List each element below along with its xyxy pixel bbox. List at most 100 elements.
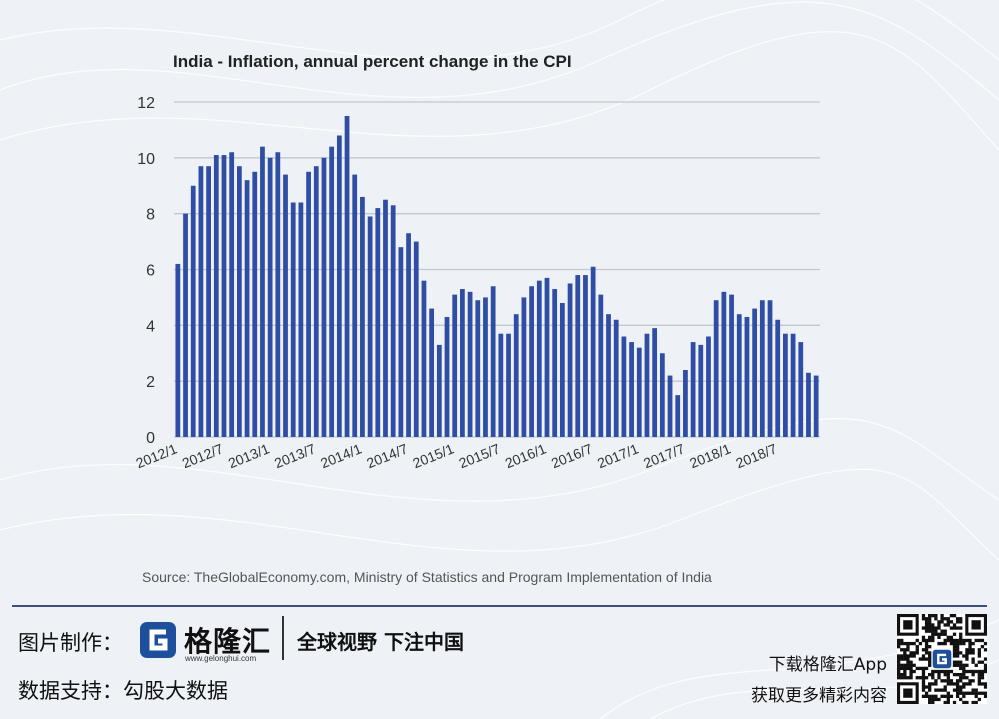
qr-code-icon[interactable] — [897, 614, 987, 704]
bar — [221, 155, 227, 438]
data-support: 数据支持：勾股大数据 — [18, 675, 228, 705]
bar — [360, 196, 365, 437]
gelonghui-logo: 格隆汇 www.gelonghui.com — [138, 618, 276, 664]
x-tick-label: 2015/1 — [410, 440, 456, 471]
bar — [698, 344, 704, 438]
bar — [767, 300, 773, 437]
x-tick-label: 2017/1 — [595, 440, 641, 471]
bar — [506, 333, 511, 437]
logo-g-icon — [140, 622, 176, 658]
bar — [606, 314, 611, 437]
bar — [713, 300, 719, 437]
x-tick-label: 2012/1 — [134, 440, 180, 471]
bar — [283, 174, 288, 437]
footer-divider — [12, 605, 987, 607]
bar — [329, 146, 335, 438]
y-tick-label: 4 — [146, 318, 155, 335]
bar — [421, 280, 427, 437]
bar — [652, 328, 658, 438]
bar — [429, 308, 435, 437]
bar — [583, 275, 588, 437]
bar — [344, 115, 350, 438]
bar — [367, 216, 373, 437]
bar — [444, 316, 450, 437]
bar — [483, 297, 488, 437]
x-tick-label: 2013/1 — [226, 440, 272, 471]
bar — [621, 336, 627, 437]
bar — [190, 185, 196, 437]
bar — [175, 263, 181, 437]
bar — [798, 342, 804, 437]
y-tick-label: 12 — [137, 95, 155, 112]
x-tick-label: 2018/7 — [733, 440, 779, 471]
bar — [667, 375, 673, 437]
bar — [683, 370, 688, 437]
chart-source: Source: TheGlobalEconomy.com, Ministry o… — [142, 569, 712, 585]
bar — [206, 166, 211, 437]
x-tick-label: 2017/7 — [641, 440, 687, 471]
bar — [375, 208, 381, 437]
bar — [321, 157, 327, 437]
bar — [790, 333, 796, 437]
bar — [598, 294, 604, 438]
bar — [544, 277, 550, 438]
bar — [475, 300, 481, 437]
bar — [636, 347, 642, 437]
x-tick-label: 2018/1 — [687, 440, 733, 471]
x-tick-label: 2013/7 — [272, 440, 318, 471]
y-tick-label: 10 — [137, 151, 155, 168]
bar — [267, 157, 273, 437]
bar — [229, 152, 235, 437]
bar — [752, 308, 758, 437]
bar — [521, 297, 527, 437]
x-tick-label: 2012/7 — [180, 440, 226, 471]
y-tick-label: 2 — [146, 374, 155, 391]
bar — [398, 247, 404, 437]
footer-separator — [282, 616, 284, 660]
bar — [313, 166, 319, 437]
bar — [659, 353, 665, 437]
bar — [721, 291, 727, 437]
x-tick-label: 2015/7 — [457, 440, 503, 471]
bar — [213, 155, 219, 438]
bar — [275, 152, 281, 437]
bar — [775, 319, 781, 437]
bar — [390, 205, 396, 437]
bar — [452, 294, 458, 438]
chart-area: 0 2 4 6 8 10 12 2012/1 2012/7 2013/1 2013/7 2014/1 2… — [134, 95, 820, 471]
bar — [436, 344, 442, 438]
bar — [675, 395, 681, 438]
bar — [198, 166, 204, 437]
bar — [590, 266, 596, 437]
y-tick-label: 0 — [146, 430, 155, 447]
made-by-label: 图片制作： — [18, 631, 123, 655]
bar — [567, 283, 573, 437]
bar — [252, 171, 258, 438]
bar — [559, 303, 565, 437]
bar — [460, 289, 465, 437]
bar — [706, 336, 711, 437]
bar — [406, 233, 411, 437]
bar — [298, 202, 304, 437]
y-tick-label: 8 — [146, 207, 155, 224]
bar — [490, 286, 496, 437]
bar — [236, 166, 242, 437]
y-tick-label: 6 — [146, 263, 155, 280]
bar — [613, 319, 619, 437]
logo-text: 格隆汇 — [184, 625, 272, 658]
bar — [806, 372, 811, 437]
bar — [629, 342, 634, 437]
chart-title: India - Inflation, annual percent change… — [173, 52, 572, 71]
more-content-text: 获取更多精彩内容 — [751, 686, 887, 706]
bar — [783, 333, 788, 437]
bar — [383, 199, 388, 437]
bar — [529, 286, 534, 437]
bar — [336, 135, 342, 437]
bar — [260, 146, 265, 438]
x-tick-label: 2014/7 — [364, 440, 410, 471]
bar — [183, 213, 188, 437]
bar — [813, 375, 819, 437]
bar — [759, 300, 765, 437]
bar — [467, 291, 473, 437]
